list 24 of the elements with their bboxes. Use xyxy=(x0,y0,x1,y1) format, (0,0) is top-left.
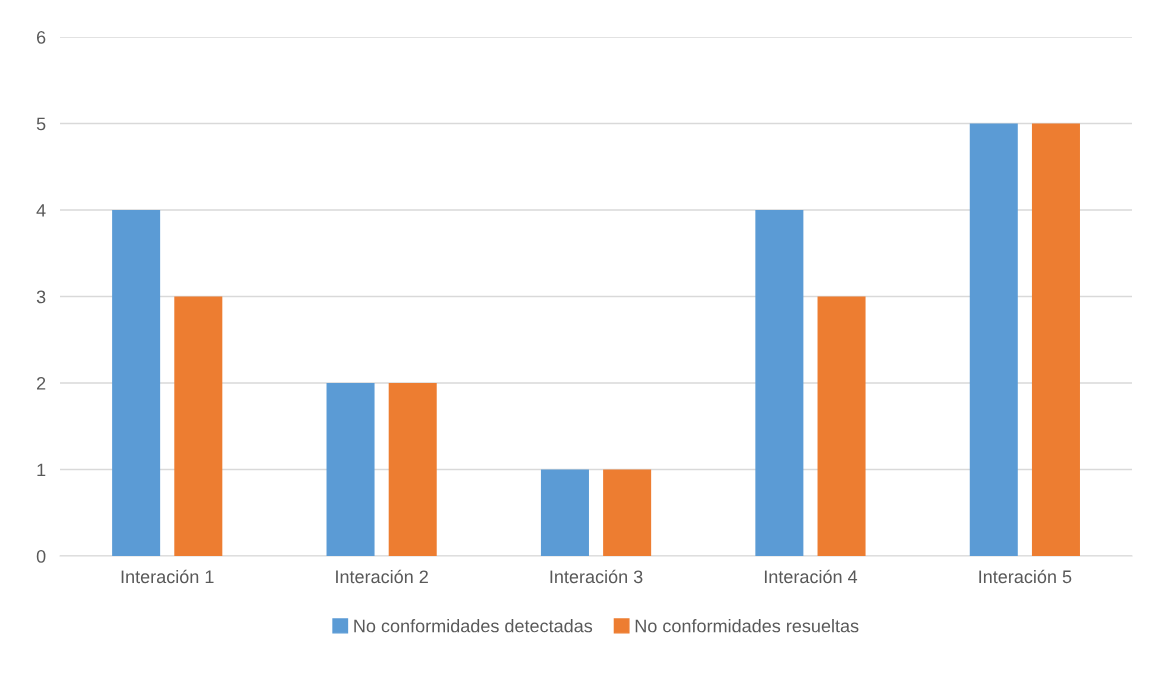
y-tick-label: 6 xyxy=(37,31,46,44)
y-tick-label: 1 xyxy=(37,463,46,477)
x-tick-label: Interación 2 xyxy=(336,569,428,584)
x-tick-label: Interación 4 xyxy=(764,569,858,584)
x-tick-label: Interación 1 xyxy=(121,569,214,584)
bar xyxy=(112,210,161,557)
bar xyxy=(755,210,804,557)
y-tick-label: 5 xyxy=(36,117,46,131)
y-tick-label: 0 xyxy=(36,549,46,563)
y-tick-label: 3 xyxy=(36,290,46,304)
bar xyxy=(540,469,589,557)
y-tick-label: 4 xyxy=(36,204,46,217)
x-tick-label: Interación 5 xyxy=(979,569,1072,584)
x-tick-label: Interación 3 xyxy=(550,569,643,584)
bar xyxy=(1031,123,1080,557)
bar xyxy=(326,383,375,557)
bar xyxy=(174,296,223,557)
y-tick-label: 2 xyxy=(36,376,46,390)
bar xyxy=(969,123,1018,557)
legend-label: No conformidades detectadas xyxy=(354,619,593,633)
bar xyxy=(388,383,437,557)
bar xyxy=(603,469,652,557)
bar xyxy=(817,296,866,557)
legend-label: No conformidades resueltas xyxy=(635,619,859,633)
